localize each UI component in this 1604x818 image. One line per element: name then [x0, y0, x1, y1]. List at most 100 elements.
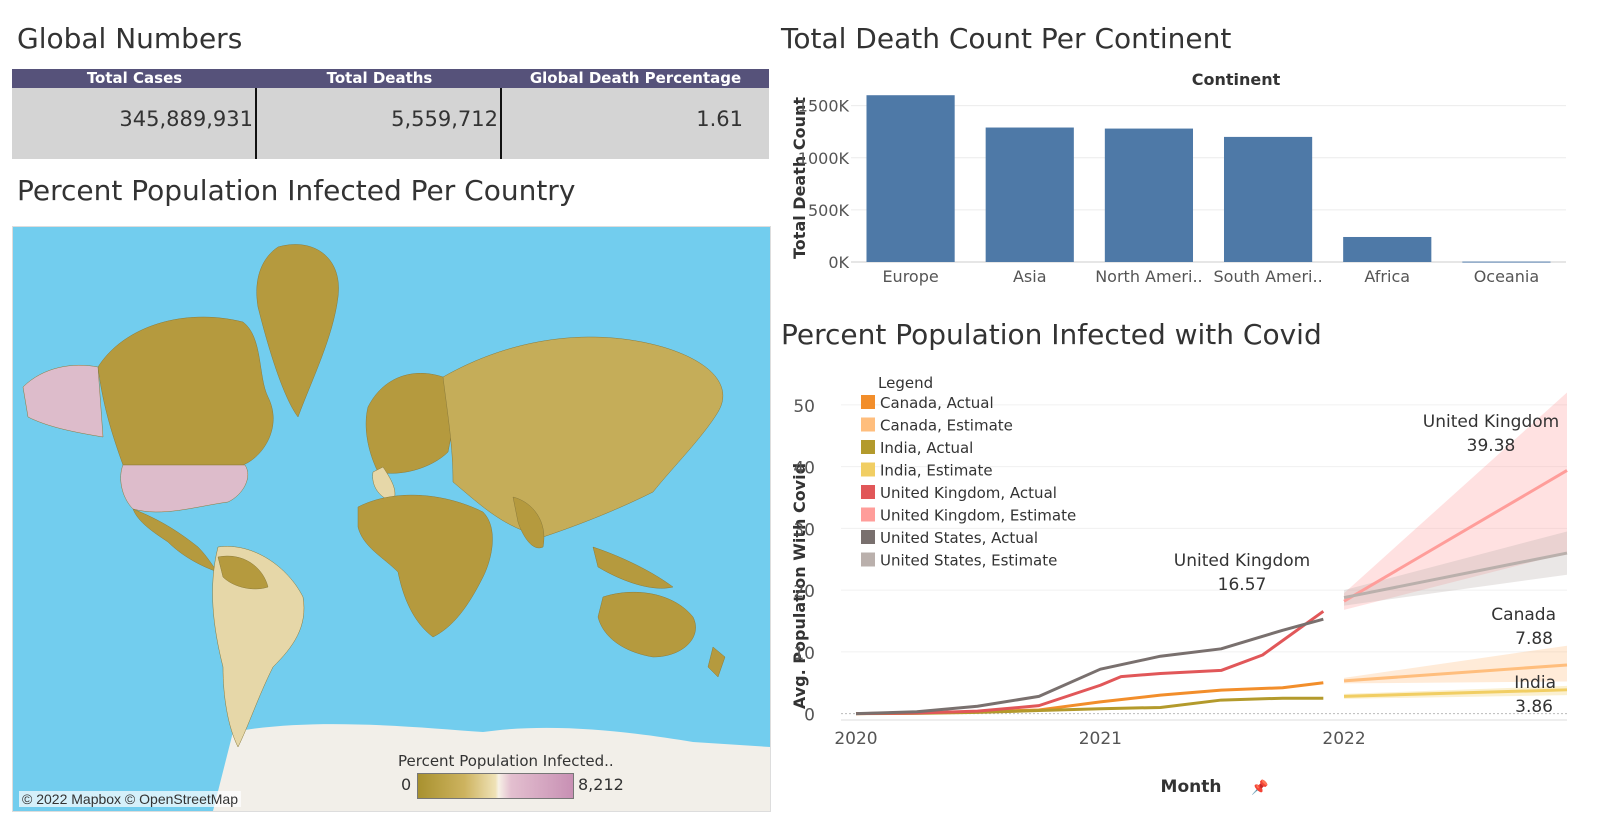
line-y-tick-label: 10	[793, 644, 815, 664]
india-shape	[512, 496, 545, 549]
total-deaths-value: 5,559,712	[391, 107, 498, 131]
line-y-tick-label: 0	[804, 706, 815, 726]
line-y-tick-label: 20	[793, 582, 815, 602]
bar-x-tick-label: Europe	[882, 267, 938, 286]
table-row: 345,889,931 5,559,712 1.61	[12, 88, 769, 159]
annotation-value: 7.88	[1515, 629, 1553, 649]
usa-shape	[120, 464, 249, 513]
south-america-shape	[212, 546, 305, 748]
series-line-united-states-actual[interactable]	[855, 617, 1324, 716]
series-line-united-states-estimate[interactable]	[1343, 551, 1568, 600]
line-x-tick-label: 2021	[1079, 729, 1122, 749]
annotation-label: Canada	[1491, 605, 1556, 625]
header-global-death-percentage: Global Death Percentage	[529, 69, 742, 87]
bar-x-tick-label: Asia	[1013, 267, 1047, 286]
map-legend-max: 8,212	[578, 775, 624, 794]
global-death-percentage-value: 1.61	[696, 107, 743, 131]
legend-item[interactable]: United States, Actual	[880, 529, 1038, 547]
annotation-value: 3.86	[1515, 697, 1553, 717]
bar-x-tick-label: North Ameri..	[1095, 267, 1202, 286]
series-line-united-kingdom-actual[interactable]	[855, 610, 1325, 716]
legend-item[interactable]: United States, Estimate	[880, 552, 1057, 570]
legend-swatch	[861, 395, 875, 409]
bar-chart-title: Total Death Count Per Continent	[781, 22, 1232, 55]
venezuela-colombia-shape	[217, 555, 269, 590]
global-numbers-table: Total Cases Total Deaths Global Death Pe…	[12, 69, 769, 159]
legend-swatch	[861, 485, 875, 499]
annotation-label: India	[1514, 673, 1556, 693]
bar-oceania[interactable]	[1462, 261, 1551, 263]
antarctica-shape	[213, 724, 770, 811]
series-line-india-estimate[interactable]	[1343, 688, 1568, 698]
legend-swatch	[861, 440, 875, 454]
legend-item[interactable]: Canada, Estimate	[880, 417, 1013, 435]
line-x-axis-label: Month	[1161, 777, 1222, 797]
total-cases-value: 345,889,931	[119, 107, 253, 131]
legend-item[interactable]: India, Estimate	[880, 462, 993, 480]
bar-north-ameri-[interactable]	[1104, 128, 1194, 262]
bar-europe[interactable]	[866, 95, 955, 262]
bar-x-tick-label: Africa	[1364, 267, 1410, 286]
bar-asia[interactable]	[985, 127, 1074, 262]
map-legend-title: Percent Population Infected..	[398, 752, 614, 770]
bar-chart: Continent Total Death Count 0K 500K 1000K 1…	[790, 70, 1566, 286]
annotation-label: United Kingdom	[1423, 412, 1559, 432]
africa-shape	[357, 494, 493, 638]
global-numbers-title: Global Numbers	[17, 22, 243, 55]
asia-shape	[442, 336, 723, 538]
legend-swatch	[861, 552, 875, 567]
canada-shape	[97, 316, 274, 466]
series-line-canada-estimate[interactable]	[1343, 663, 1568, 683]
band-canada-estimate	[1344, 645, 1567, 684]
bar-south-ameri-[interactable]	[1223, 136, 1313, 262]
line-x-tick-label: 2022	[1322, 729, 1365, 749]
band-united-kingdom-estimate	[1344, 392, 1567, 610]
bar-y-tick-label: 1500K	[798, 97, 850, 116]
greenland-shape	[256, 244, 339, 418]
line-chart: Avg. Population With Covid Month 📌 0 10 20…	[790, 374, 1568, 797]
annotation-label: United Kingdom	[1174, 551, 1310, 571]
line-y-tick-label: 40	[793, 459, 815, 479]
map-credit[interactable]: © 2022 Mapbox © OpenStreetMap	[19, 791, 241, 807]
bar-y-axis-label: Total Death Count	[790, 97, 809, 259]
bar-y-tick-label: 0K	[828, 253, 849, 272]
header-total-deaths: Total Deaths	[326, 69, 433, 87]
map-title: Percent Population Infected Per Country	[17, 174, 576, 207]
map-legend-gradient	[417, 773, 574, 799]
legend-swatch	[861, 507, 875, 522]
line-y-tick-label: 50	[793, 397, 815, 417]
table-header: Total Cases Total Deaths Global Death Pe…	[12, 69, 769, 88]
legend-swatch	[861, 417, 875, 432]
new-zealand-shape	[707, 646, 726, 678]
alaska-shape	[22, 364, 104, 438]
legend-title: Legend	[878, 374, 933, 392]
line-chart-title: Percent Population Infected with Covid	[781, 318, 1322, 351]
legend-item[interactable]: India, Actual	[880, 439, 973, 457]
series-line-united-kingdom-estimate[interactable]	[1343, 469, 1568, 603]
world-map[interactable]: © 2022 Mapbox © OpenStreetMap Percent Po…	[12, 226, 771, 812]
column-divider	[500, 88, 502, 159]
line-x-tick-label: 2020	[834, 729, 877, 749]
map-canvas[interactable]	[13, 227, 770, 811]
bar-y-tick-label: 500K	[808, 201, 850, 220]
bar-x-tick-label: South Ameri..	[1214, 267, 1323, 286]
legend-item[interactable]: Canada, Actual	[880, 394, 994, 412]
continent-header: Continent	[1192, 70, 1281, 89]
indonesia-shape	[592, 546, 674, 589]
map-legend-min: 0	[401, 775, 412, 794]
annotation-value: 16.57	[1218, 575, 1267, 595]
column-divider	[255, 88, 257, 159]
legend-swatch	[861, 530, 875, 544]
annotation-value: 39.38	[1467, 436, 1516, 456]
bar-africa[interactable]	[1343, 236, 1432, 262]
pin-icon[interactable]: 📌	[1251, 778, 1269, 796]
legend-item[interactable]: United Kingdom, Estimate	[880, 507, 1076, 525]
line-y-axis-label: Avg. Population With Covid	[790, 463, 809, 709]
bar-y-tick-label: 1000K	[798, 149, 850, 168]
europe-shape	[365, 373, 454, 474]
legend-item[interactable]: United Kingdom, Actual	[880, 484, 1057, 502]
line-y-tick-label: 30	[793, 520, 815, 540]
legend-swatch	[861, 462, 875, 477]
australia-shape	[597, 592, 696, 658]
bar-x-tick-label: Oceania	[1474, 267, 1539, 286]
